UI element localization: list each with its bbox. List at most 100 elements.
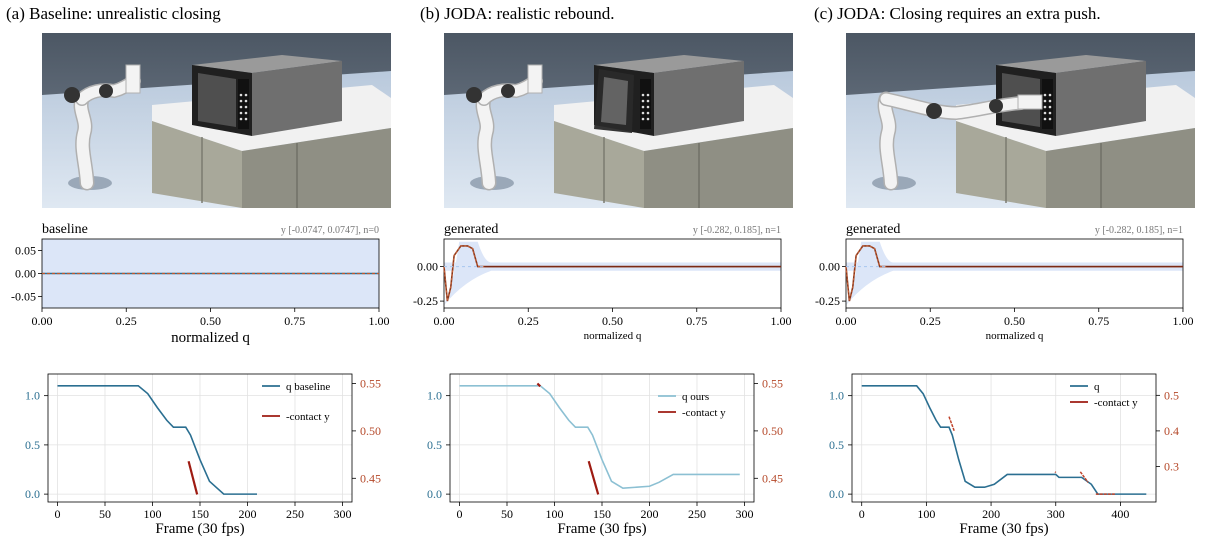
y2-tick-label: 0.45: [360, 471, 381, 485]
microwave-button: [244, 105, 248, 109]
uncertainty-band: [846, 241, 894, 306]
y2-tick-label: 0.50: [762, 424, 783, 438]
x-tick-label: 200: [239, 507, 257, 521]
microwave-button: [239, 105, 243, 109]
x-tick-label: 150: [191, 507, 209, 521]
plot-frame: [845, 238, 1184, 309]
top-plot: baseline y [-0.0747, 0.0747], n=0 0.05 0.00…: [11, 222, 390, 346]
y2-tick-label: 0.5: [1164, 388, 1179, 402]
microwave-button: [646, 117, 650, 121]
robot-joint: [64, 87, 80, 103]
q-series-line: [861, 385, 1147, 495]
microwave-button: [646, 105, 650, 109]
x-tick-label: 400: [1111, 507, 1129, 521]
microwave-button: [1043, 99, 1047, 103]
microwave-button: [1043, 111, 1047, 115]
q-series-line: [459, 385, 740, 490]
x-tick-label: 0.50: [602, 314, 623, 328]
microwave-button: [641, 111, 645, 115]
contact-series-line: [1079, 471, 1089, 483]
y-tick-label: 0.0: [427, 487, 442, 501]
y2-tick-label: 0.55: [762, 376, 783, 390]
x-tick-label: 100: [917, 507, 935, 521]
x-axis-label: Frame (30 fps): [959, 521, 1048, 537]
x-tick-label: 0.75: [1088, 314, 1109, 328]
microwave-button: [646, 99, 650, 103]
microwave-button: [1048, 117, 1052, 121]
y-tick-label: 1.0: [829, 389, 844, 403]
table-front-left: [554, 121, 644, 208]
microwave-button: [1048, 105, 1052, 109]
series-line: [845, 245, 1183, 302]
microwave-button: [239, 111, 243, 115]
x-tick-label: 0.50: [200, 314, 221, 328]
y-tick-label: 0.00: [15, 267, 36, 281]
y-tick-label: 1.0: [427, 389, 442, 403]
x-tick-label: 50: [501, 507, 513, 521]
microwave-side: [252, 61, 342, 136]
microwave-top: [192, 55, 342, 73]
microwave-button: [239, 99, 243, 103]
uncertainty-band: [444, 241, 492, 306]
robot-scene-image: [846, 33, 1195, 208]
microwave-button: [641, 117, 645, 121]
panel-c: (c) JODA: Closing requires an extra push…: [804, 0, 1206, 540]
y-tick-label: 0.0: [25, 487, 40, 501]
series-line-dashed: [845, 245, 1183, 302]
table-front-left: [956, 121, 1046, 208]
legend-label-contact: -contact y: [682, 407, 726, 419]
x-tick-label: 100: [144, 507, 162, 521]
robot-gripper: [527, 64, 543, 94]
microwave-button: [239, 93, 243, 97]
panel-b: (b) JODA: realistic rebound. generated y …: [402, 0, 804, 540]
x-tick-label: 0.75: [686, 314, 707, 328]
robot-scene-image: [444, 33, 793, 208]
panel-title: (b) JODA: realistic rebound.: [420, 4, 615, 23]
x-tick-label: 0.00: [836, 314, 857, 328]
x-axis-label: Frame (30 fps): [557, 521, 646, 537]
robot-joint: [989, 99, 1003, 113]
y-tick-label: 1.0: [25, 389, 40, 403]
microwave-button: [1048, 93, 1052, 97]
y2-tick-label: 0.45: [762, 471, 783, 485]
table-front-right: [644, 128, 793, 208]
y2-tick-label: 0.3: [1164, 459, 1179, 473]
y-tick-label: 0.5: [427, 438, 442, 452]
plot-label: generated: [846, 222, 900, 237]
microwave-button: [641, 99, 645, 103]
x-tick-label: 50: [99, 507, 111, 521]
y2-tick-label: 0.4: [1164, 424, 1179, 438]
microwave-button: [1043, 105, 1047, 109]
plot-label: baseline: [42, 222, 88, 237]
x-tick-label: 100: [546, 507, 564, 521]
microwave-button: [1043, 117, 1047, 121]
q-series-line: [57, 385, 257, 495]
microwave-button: [239, 117, 243, 121]
x-tick-label: 250: [688, 507, 706, 521]
legend-label-contact: -contact y: [286, 411, 330, 423]
microwave-button: [244, 117, 248, 121]
contact-series-line: [187, 460, 199, 495]
microwave-panel: [1042, 79, 1053, 129]
microwave-button: [244, 99, 248, 103]
plot-frame: [443, 238, 782, 309]
x-tick-label: 1.00: [1173, 314, 1194, 328]
microwave-button: [646, 93, 650, 97]
robot-arm: [75, 93, 93, 189]
robot-joint: [501, 84, 515, 98]
y-tick-label: 0.5: [25, 438, 40, 452]
x-axis-label: normalized q: [584, 330, 642, 342]
robot-arm: [477, 93, 495, 189]
table-front-left: [152, 121, 242, 208]
x-tick-label: 0: [457, 507, 463, 521]
x-tick-label: 0.25: [518, 314, 539, 328]
y-tick-label: 0.05: [15, 244, 36, 258]
x-tick-label: 200: [982, 507, 1000, 521]
robot-gripper: [125, 64, 141, 94]
y-tick-label: 0.00: [819, 260, 840, 274]
microwave-panel: [238, 79, 249, 129]
microwave-button: [1043, 93, 1047, 97]
panel-title: (a) Baseline: unrealistic closing: [6, 4, 221, 23]
bottom-plot: 0 50 100 150 200 250 300 0.0 0.5 1.0 0.45 0.50 0.55 F…: [427, 373, 783, 537]
microwave-top: [594, 55, 744, 73]
